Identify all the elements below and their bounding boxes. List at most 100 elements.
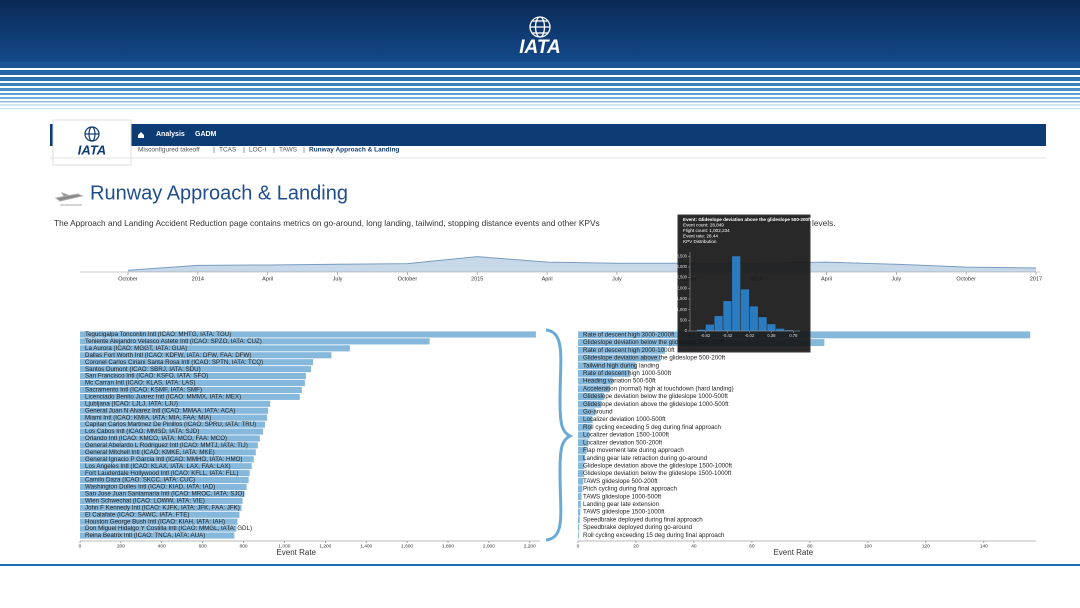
x-tick-label: 2,000 — [483, 543, 495, 549]
bar-label: Glideslope deviation above the glideslop… — [583, 401, 729, 408]
bar-label: Heading variation 500-50ft — [583, 378, 656, 385]
hist-bar — [696, 329, 706, 331]
bar — [80, 525, 237, 532]
x-tick-label: 600 — [199, 543, 207, 549]
bar-label: John F Kennedy Intl (ICAO: KJFK, IATA: J… — [85, 504, 240, 511]
bar-label: Reina Beatrix Intl (ICAO: TNCA, IATA: AU… — [85, 532, 205, 539]
x-tick-label: -0.42 — [723, 333, 733, 338]
x-tick-label: October — [956, 276, 976, 282]
bar — [578, 470, 584, 477]
bar — [80, 504, 242, 511]
bar — [80, 497, 243, 504]
bar-label: Orlando Intl (ICAO: KMCO, IATA: MCO, FAA… — [85, 435, 227, 442]
x-tick-label: 1,800 — [442, 543, 454, 549]
hist-bar — [767, 324, 776, 331]
y-tick-label: 2,500 — [677, 275, 688, 280]
bar — [578, 408, 596, 416]
breadcrumb-item[interactable]: Runway Approach & Landing — [309, 147, 399, 154]
x-axis-label: Event Rate — [276, 548, 316, 557]
x-tick-label: 0.38 — [767, 333, 776, 338]
bar-label: Roll cycling exceeding 5 deg during fina… — [583, 424, 721, 431]
bar-label: San Jose Juan Santamaria Intl (ICAO: MRO… — [85, 491, 244, 498]
x-tick-label: 2,200 — [524, 543, 536, 549]
description: The Approach and Landing Accident Reduct… — [54, 218, 600, 228]
bar — [578, 354, 661, 362]
bar-label: TAWS glideslope 1000-500ft — [583, 493, 661, 500]
x-tick-label: 0.78 — [789, 333, 798, 338]
y-tick-label: 0 — [685, 328, 688, 333]
bar-label: Licenciado Benito Juarez Intl (ICAO: MMM… — [85, 394, 241, 401]
x-tick-label: 800 — [240, 543, 248, 549]
nav-item[interactable]: GADM — [195, 131, 217, 138]
bar — [578, 446, 587, 454]
bar — [578, 346, 665, 354]
bar-label: Roll cycling exceeding 15 deg during fin… — [583, 532, 725, 539]
breadcrumb-item[interactable]: TCAS — [219, 147, 237, 154]
tooltip-title: KPV Distribution — [683, 239, 717, 244]
breadcrumb-item[interactable]: Misconfigured takeoff — [138, 147, 200, 154]
bar-label: Speedbrake deployed during go-around — [583, 524, 693, 531]
bar-label: General Juan N Alvarez Intl (ICAO: MMAA,… — [85, 407, 235, 414]
bar-label: General Ignacio P Garcia Intl (ICAO: MMH… — [85, 456, 242, 463]
hist-bar — [732, 256, 741, 331]
bar — [578, 423, 592, 431]
x-tick-label: October — [118, 276, 138, 282]
bar-label: Flap movement late during approach — [583, 447, 684, 454]
home-icon[interactable] — [138, 132, 144, 138]
hist-bar — [784, 330, 794, 331]
x-tick-label: 400 — [158, 543, 166, 549]
y-tick-label: 3,000 — [677, 264, 688, 269]
hist-bar — [740, 289, 750, 331]
bar-label: Pitch cycling during final approach — [583, 486, 677, 493]
y-tick-label: 3,500 — [677, 253, 688, 258]
x-tick-label: 2015 — [471, 276, 483, 282]
bar — [578, 500, 581, 508]
tooltip-text: Event: Glideslope deviation above the gl… — [683, 217, 812, 222]
bar — [80, 379, 305, 387]
x-tick-label: 1,000 — [278, 543, 290, 549]
bar-label: Glideslope deviation below the glideslop… — [583, 470, 732, 477]
y-tick-label: 1,500 — [677, 296, 688, 301]
bar-label: Acceleration (normal) high at touchdown … — [583, 385, 734, 392]
bar-label: Rate of descent high 2000-1000ft — [583, 347, 675, 354]
bar-label: Localizer deviation 1000-500ft — [583, 416, 666, 423]
banner-logo: IATA — [519, 37, 561, 58]
bar — [80, 435, 260, 442]
tooltip: Event: Glideslope deviation above the gl… — [677, 214, 812, 353]
breadcrumb-item[interactable]: TAWS — [279, 147, 298, 154]
nav-item[interactable]: Analysis — [156, 131, 185, 138]
breadcrumb-item[interactable]: LOC-I — [249, 147, 267, 154]
hist-bar — [723, 301, 732, 331]
x-tick-label: 0 — [79, 543, 82, 549]
page-title: Runway Approach & Landing — [90, 182, 348, 204]
bar-label: Sacramento Intl (ICAO: KSMF, IATA: SMF) — [85, 387, 202, 394]
y-tick-label: 2,000 — [677, 285, 688, 290]
bar — [578, 400, 602, 408]
bar-label: General Abelardo L Rodriguez Intl (ICAO:… — [85, 442, 248, 449]
x-tick-label: April — [262, 276, 273, 282]
x-tick-label: 120 — [922, 543, 930, 549]
bar-label: Landing gear late extension — [583, 501, 660, 508]
bar — [578, 454, 586, 462]
bar — [578, 416, 593, 424]
bar — [80, 373, 306, 380]
bar-label: Capitan Carlos Martinez De Pinillos (ICA… — [85, 421, 256, 428]
bar — [578, 362, 636, 370]
x-tick-label: 100 — [864, 543, 872, 549]
bar-label: Glideslope deviation below the glideslop… — [583, 393, 728, 400]
bar — [578, 439, 589, 447]
bar-label: Rate of descent high 1000-500ft — [583, 370, 671, 377]
hist-bar — [776, 328, 785, 331]
bar — [80, 428, 263, 435]
x-axis-label: Event Rate — [773, 548, 813, 557]
bar-label: Teniente Alejandro Velasco Astete Intl (… — [85, 338, 262, 345]
bar-label: Los Cabos Intl (ICAO: MMSD, IATA: SJD) — [85, 428, 199, 435]
bar — [578, 485, 583, 493]
bar-label: La Aurora (ICAO: MGGT, IATA: GUA) — [85, 345, 187, 352]
bar — [80, 532, 235, 539]
bar-label: Tailwind high during landing — [583, 362, 660, 369]
bar — [80, 470, 250, 477]
nav-globe — [84, 126, 100, 142]
bar — [578, 523, 580, 531]
bar-label: Rate of descent high 3000-2000ft — [583, 331, 675, 338]
